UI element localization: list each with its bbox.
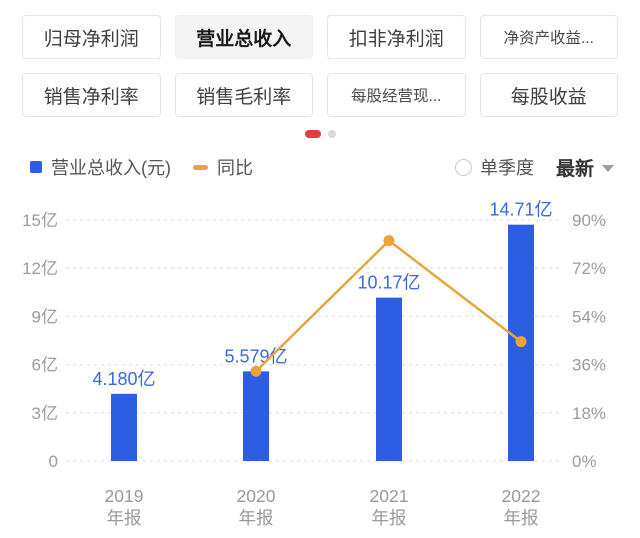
revenue-chart: 0 0% 3亿 18% 6亿 36% 9亿 54% 12亿 72% 15亿 90% 4.180亿 5.57… bbox=[22, 200, 606, 528]
revenue-legend-label: 营业总收入(元) bbox=[51, 158, 171, 178]
x-axis-label: 2021 年报 bbox=[370, 486, 409, 528]
left-axis-tick: 3亿 bbox=[32, 404, 58, 423]
chart-legend: 营业总收入(元) 同比 bbox=[30, 154, 253, 180]
carousel-dot-active[interactable] bbox=[304, 130, 321, 138]
revenue-bar-2019[interactable] bbox=[111, 393, 137, 461]
bar-value-label: 10.17亿 bbox=[357, 273, 420, 293]
single-quarter-label[interactable]: 单季度 bbox=[479, 158, 534, 178]
right-axis-tick: 72% bbox=[572, 259, 606, 278]
yoy-legend-swatch bbox=[193, 164, 208, 170]
carousel-dot-inactive[interactable] bbox=[327, 130, 336, 138]
tab-eps[interactable]: 每股收益 bbox=[479, 73, 618, 117]
legend-row: 营业总收入(元) 同比 单季度 最新 bbox=[0, 154, 640, 181]
right-axis-tick: 36% bbox=[572, 356, 606, 375]
left-axis-tick: 0 bbox=[49, 452, 58, 471]
right-axis-tick: 90% bbox=[572, 211, 606, 230]
tab-gross-margin[interactable]: 销售毛利率 bbox=[174, 73, 313, 117]
period-dropdown-value: 最新 bbox=[555, 158, 594, 180]
right-axis-tick: 0% bbox=[572, 452, 597, 471]
yoy-legend-label: 同比 bbox=[217, 158, 253, 178]
revenue-bar-2020[interactable] bbox=[243, 371, 269, 461]
tab-net-margin[interactable]: 销售净利率 bbox=[22, 73, 161, 117]
revenue-bar-2021[interactable] bbox=[376, 297, 402, 461]
left-axis-tick: 6亿 bbox=[32, 356, 58, 375]
single-quarter-radio[interactable] bbox=[454, 158, 472, 176]
chevron-down-icon bbox=[602, 164, 614, 172]
revenue-legend-swatch bbox=[30, 161, 42, 173]
yoy-point[interactable] bbox=[515, 336, 527, 348]
tab-net-profit[interactable]: 归母净利润 bbox=[22, 15, 161, 59]
bar-value-label: 5.579亿 bbox=[224, 346, 287, 366]
bar-value-label: 14.71亿 bbox=[489, 200, 552, 220]
tab-non-gaap-profit[interactable]: 扣非净利润 bbox=[327, 15, 466, 59]
tab-total-revenue[interactable]: 营业总收入 bbox=[174, 15, 313, 59]
x-axis-label: 2020 年报 bbox=[237, 486, 276, 528]
bar-value-label: 4.180亿 bbox=[92, 369, 155, 389]
left-axis-tick: 15亿 bbox=[22, 211, 58, 230]
chart-controls: 单季度 最新 bbox=[454, 154, 614, 181]
tab-return-on-equity[interactable]: 净资产收益... bbox=[479, 15, 618, 59]
yoy-point[interactable] bbox=[383, 235, 395, 247]
right-axis-tick: 18% bbox=[572, 404, 606, 423]
left-axis-tick: 12亿 bbox=[22, 259, 58, 278]
period-dropdown[interactable]: 最新 bbox=[556, 154, 614, 181]
x-axis-label: 2019 年报 bbox=[105, 486, 144, 528]
tab-ocf-per-share[interactable]: 每股经营现... bbox=[327, 73, 466, 117]
yoy-point[interactable] bbox=[250, 365, 262, 377]
left-axis-tick: 9亿 bbox=[32, 307, 58, 326]
x-axis-label: 2022 年报 bbox=[502, 486, 541, 528]
metric-tabs: 归母净利润 营业总收入 扣非净利润 净资产收益... 销售净利率 销售毛利率 每… bbox=[0, 0, 640, 117]
right-axis-tick: 54% bbox=[572, 307, 606, 326]
carousel-pagination bbox=[0, 130, 640, 138]
